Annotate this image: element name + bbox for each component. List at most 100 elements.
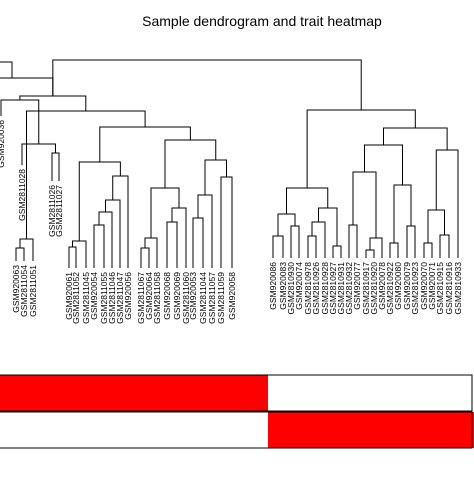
heatmap-cell bbox=[321, 412, 330, 448]
heatmap-cell bbox=[182, 412, 190, 448]
dendrogram-branch bbox=[145, 238, 157, 268]
heatmap-cell bbox=[287, 412, 295, 448]
dendrogram-branch bbox=[73, 241, 87, 268]
heatmap-cell bbox=[386, 375, 394, 411]
dendrogram-tree bbox=[0, 60, 458, 268]
dendrogram-branch bbox=[172, 208, 186, 268]
heatmap-cell bbox=[304, 375, 313, 411]
heatmap-cell bbox=[362, 412, 371, 448]
heatmap-cell bbox=[99, 412, 108, 448]
heatmap-cell bbox=[345, 412, 353, 448]
dendrogram-branch bbox=[365, 145, 403, 185]
heatmap-cell bbox=[116, 412, 124, 448]
dendrogram-branch bbox=[16, 248, 24, 261]
dendrogram-branch bbox=[221, 177, 232, 268]
heatmap-cell bbox=[145, 375, 153, 411]
heatmap-cell bbox=[420, 375, 429, 411]
heatmap-cell bbox=[378, 375, 386, 411]
heatmap-cell bbox=[162, 375, 172, 411]
heatmap-cell bbox=[329, 375, 337, 411]
dendrogram-branch bbox=[308, 236, 316, 258]
heatmap-cell bbox=[304, 412, 313, 448]
heatmap-cell bbox=[190, 412, 199, 448]
heatmap-cell bbox=[190, 375, 199, 411]
heatmap-cell bbox=[278, 375, 287, 411]
heatmap-cell bbox=[217, 375, 227, 411]
heatmap-cell bbox=[312, 375, 321, 411]
heatmap-cell bbox=[90, 375, 99, 411]
heatmap-cell bbox=[403, 412, 412, 448]
heatmap-cell bbox=[29, 412, 52, 448]
dendrogram-branch bbox=[384, 128, 448, 150]
heatmap-cell bbox=[436, 375, 445, 411]
heatmap-cell bbox=[411, 375, 420, 411]
heatmap-cell bbox=[362, 375, 371, 411]
heatmap-cell bbox=[208, 412, 217, 448]
dendrogram-branch bbox=[106, 200, 121, 268]
heatmap-cell bbox=[227, 375, 269, 411]
heatmap-cell bbox=[208, 375, 217, 411]
heatmap-cell bbox=[153, 375, 162, 411]
sample-label: GSM920058 bbox=[227, 272, 237, 320]
dendrogram-branch bbox=[291, 226, 299, 258]
dendrogram-branch bbox=[390, 243, 398, 258]
heatmap-cell bbox=[108, 375, 116, 411]
heatmap-cell bbox=[445, 375, 454, 411]
sample-label: GSM920036 bbox=[0, 120, 6, 168]
heatmap-cell bbox=[29, 375, 52, 411]
dendrogram-branch bbox=[141, 248, 149, 268]
heatmap-cell bbox=[0, 412, 12, 448]
sample-label: GSM2811058 bbox=[152, 272, 162, 324]
dendrogram-branch bbox=[366, 250, 374, 258]
sample-label: GSM920068 bbox=[162, 272, 172, 320]
heatmap-cell bbox=[411, 412, 420, 448]
heatmap-cell bbox=[198, 375, 208, 411]
heatmap-cell bbox=[295, 412, 304, 448]
dendrogram-branch bbox=[167, 222, 177, 268]
heatmap-cell bbox=[454, 412, 474, 448]
heatmap-cell bbox=[378, 412, 386, 448]
heatmap-cell bbox=[268, 375, 278, 411]
sample-label: GSM2810933 bbox=[453, 262, 463, 315]
heatmap-cell bbox=[153, 412, 162, 448]
dendrogram-branch bbox=[307, 110, 415, 188]
heatmap-cell bbox=[370, 375, 378, 411]
heatmap-cell bbox=[337, 412, 345, 448]
heatmap-cell bbox=[312, 412, 321, 448]
heatmap-cell bbox=[268, 412, 278, 448]
heatmap-cell bbox=[436, 412, 445, 448]
heatmap-cell bbox=[353, 375, 362, 411]
trait-row bbox=[0, 412, 474, 448]
heatmap-cell bbox=[20, 375, 29, 411]
sample-label: GSM2811027 bbox=[54, 185, 64, 237]
heatmap-cell bbox=[428, 375, 436, 411]
heatmap-cell bbox=[81, 412, 90, 448]
heatmap-cell bbox=[394, 412, 403, 448]
heatmap-cell bbox=[90, 412, 99, 448]
heatmap-cell bbox=[217, 412, 227, 448]
heatmap-cell bbox=[386, 412, 394, 448]
dendrogram-branch bbox=[440, 235, 449, 258]
heatmap-cell bbox=[145, 412, 153, 448]
heatmap-cell bbox=[428, 412, 436, 448]
heatmap-cell bbox=[403, 375, 412, 411]
heatmap-cell bbox=[345, 375, 353, 411]
sample-label: GSM2811051 bbox=[28, 265, 38, 317]
dendrogram-branch bbox=[27, 111, 146, 239]
dendrogram-branch bbox=[273, 236, 283, 258]
heatmap-cell bbox=[108, 412, 116, 448]
heatmap-cell bbox=[420, 412, 429, 448]
sample-label: GSM920054 bbox=[89, 272, 99, 320]
dendrogram-branch bbox=[22, 144, 56, 165]
sample-label: GSM2811059 bbox=[216, 272, 226, 324]
heatmap-cell bbox=[182, 375, 190, 411]
dendrogram-branch bbox=[198, 195, 212, 268]
heatmap-cell bbox=[135, 412, 146, 448]
heatmap-cell bbox=[51, 375, 73, 411]
heatmap-cell bbox=[124, 412, 135, 448]
dendrogram-branch bbox=[52, 153, 59, 181]
heatmap-cell bbox=[198, 412, 208, 448]
heatmap-cell bbox=[0, 375, 12, 411]
